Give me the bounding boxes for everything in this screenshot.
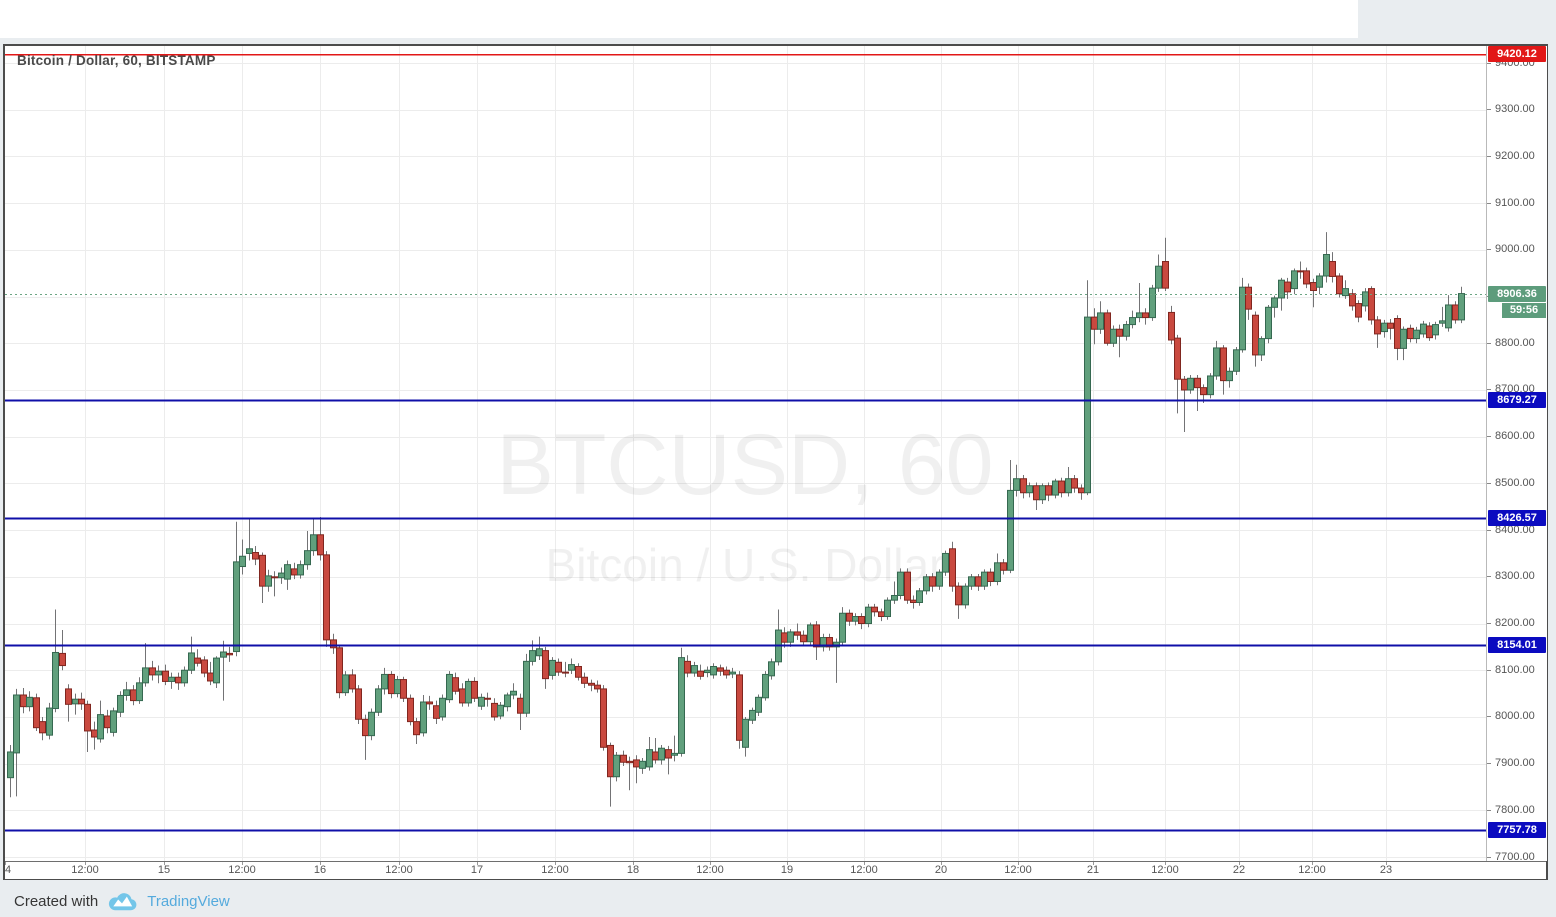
time-tick-mark xyxy=(710,862,711,865)
time-tick-label: 12:00 xyxy=(1004,864,1032,876)
footer-credit: Created with TradingView xyxy=(14,888,230,914)
price-tick-label: 8000.00 xyxy=(1495,710,1535,723)
price-tick-mark xyxy=(1487,716,1491,718)
time-tick-label: 16 xyxy=(313,864,327,876)
time-tick-label: 12:00 xyxy=(385,864,413,876)
created-with-label: Created with xyxy=(14,892,99,910)
time-tick-mark xyxy=(941,862,942,865)
watermark-symbol: BTCUSD, 60 xyxy=(496,417,993,513)
price-badge-alert-line: 9420.12 xyxy=(1488,45,1546,62)
time-tick-mark xyxy=(1386,862,1387,865)
time-tick-label: 20 xyxy=(934,864,948,876)
browser-top-strip xyxy=(0,0,1358,38)
time-tick-mark xyxy=(1239,862,1240,865)
plot-area[interactable]: BTCUSD, 60 Bitcoin / U.S. Dollar xyxy=(5,46,1486,861)
countdown-badge: 59:56 xyxy=(1502,302,1546,318)
price-tick-mark xyxy=(1487,763,1491,765)
time-tick-label: 21 xyxy=(1086,864,1100,876)
time-tick-label: 12:00 xyxy=(1151,864,1179,876)
price-tick-mark xyxy=(1487,62,1491,64)
price-tick-label: 7800.00 xyxy=(1495,803,1535,816)
price-tick-mark xyxy=(1487,249,1491,251)
time-tick-mark xyxy=(1018,862,1019,865)
price-badge-horiz-line: 8426.57 xyxy=(1488,509,1546,526)
time-tick-mark xyxy=(242,862,243,865)
price-tick-mark xyxy=(1487,436,1491,438)
time-axis[interactable]: 4 12:00 15 12:00 16 12:00 17 12:00 18 12:00 19 12:0… xyxy=(5,861,1546,879)
time-tick-label: 12:00 xyxy=(541,864,569,876)
price-tick-label: 7900.00 xyxy=(1495,757,1535,770)
time-tick-label: 22 xyxy=(1232,864,1246,876)
price-badge-horiz-line: 7757.78 xyxy=(1488,822,1546,839)
price-badge-horiz-line: 8154.01 xyxy=(1488,637,1546,653)
time-tick-label: 15 xyxy=(157,864,171,876)
price-tick-mark xyxy=(1487,482,1491,484)
time-tick-mark xyxy=(633,862,634,865)
time-tick-mark xyxy=(1312,862,1313,865)
price-tick-label: 8300.00 xyxy=(1495,570,1535,583)
price-tick-mark xyxy=(1487,155,1491,157)
price-tick-mark xyxy=(1487,669,1491,671)
time-tick-label: 12:00 xyxy=(71,864,99,876)
price-tick-label: 8800.00 xyxy=(1495,336,1535,349)
price-tick-label: 7700.00 xyxy=(1495,850,1535,863)
price-tick-label: 9100.00 xyxy=(1495,196,1535,209)
tradingview-brand-link[interactable]: TradingView xyxy=(147,892,230,910)
time-tick-label: 17 xyxy=(470,864,484,876)
time-tick-label: 12:00 xyxy=(1298,864,1326,876)
time-tick-mark xyxy=(320,862,321,865)
price-tick-mark xyxy=(1487,342,1491,344)
price-tick-mark xyxy=(1487,623,1491,625)
time-tick-label: 18 xyxy=(626,864,640,876)
price-tick-label: 8500.00 xyxy=(1495,476,1535,489)
price-tick-label: 8400.00 xyxy=(1495,523,1535,536)
price-tick-mark xyxy=(1487,529,1491,531)
tradingview-cloud-icon[interactable] xyxy=(107,890,138,912)
time-tick-mark xyxy=(1093,862,1094,865)
price-tick-label: 8600.00 xyxy=(1495,430,1535,443)
chart-container[interactable]: BTCUSD, 60 Bitcoin / U.S. Dollar Bitcoin … xyxy=(3,44,1548,880)
price-axis[interactable]: 9400.009300.009200.009100.009000.008900.… xyxy=(1486,45,1547,863)
price-tick-label: 9200.00 xyxy=(1495,149,1535,162)
price-badge-horiz-line: 8679.27 xyxy=(1488,391,1546,408)
price-badge-last-price: 8906.36 xyxy=(1488,285,1546,302)
time-tick-label: 19 xyxy=(780,864,794,876)
price-tick-mark xyxy=(1487,202,1491,204)
price-tick-mark xyxy=(1487,389,1491,391)
time-tick-mark xyxy=(787,862,788,865)
time-tick-mark xyxy=(399,862,400,865)
time-tick-mark xyxy=(555,862,556,865)
price-tick-label: 9300.00 xyxy=(1495,103,1535,116)
time-tick-label: 12:00 xyxy=(850,864,878,876)
time-tick-label: 4 xyxy=(5,864,12,876)
price-tick-mark xyxy=(1487,109,1491,111)
time-tick-mark xyxy=(164,862,165,865)
time-tick-label: 12:00 xyxy=(696,864,724,876)
price-tick-mark xyxy=(1487,576,1491,578)
time-tick-mark xyxy=(477,862,478,865)
time-tick-mark xyxy=(5,862,6,865)
time-tick-mark xyxy=(1165,862,1166,865)
watermark-description: Bitcoin / U.S. Dollar xyxy=(546,539,945,591)
price-tick-mark xyxy=(1487,856,1491,858)
price-tick-label: 9000.00 xyxy=(1495,243,1535,256)
price-tick-label: 8200.00 xyxy=(1495,617,1535,630)
price-tick-mark xyxy=(1487,809,1491,811)
price-tick-label: 8100.00 xyxy=(1495,663,1535,676)
time-tick-mark xyxy=(864,862,865,865)
time-tick-label: 23 xyxy=(1379,864,1393,876)
time-tick-label: 12:00 xyxy=(228,864,256,876)
time-tick-mark xyxy=(85,862,86,865)
